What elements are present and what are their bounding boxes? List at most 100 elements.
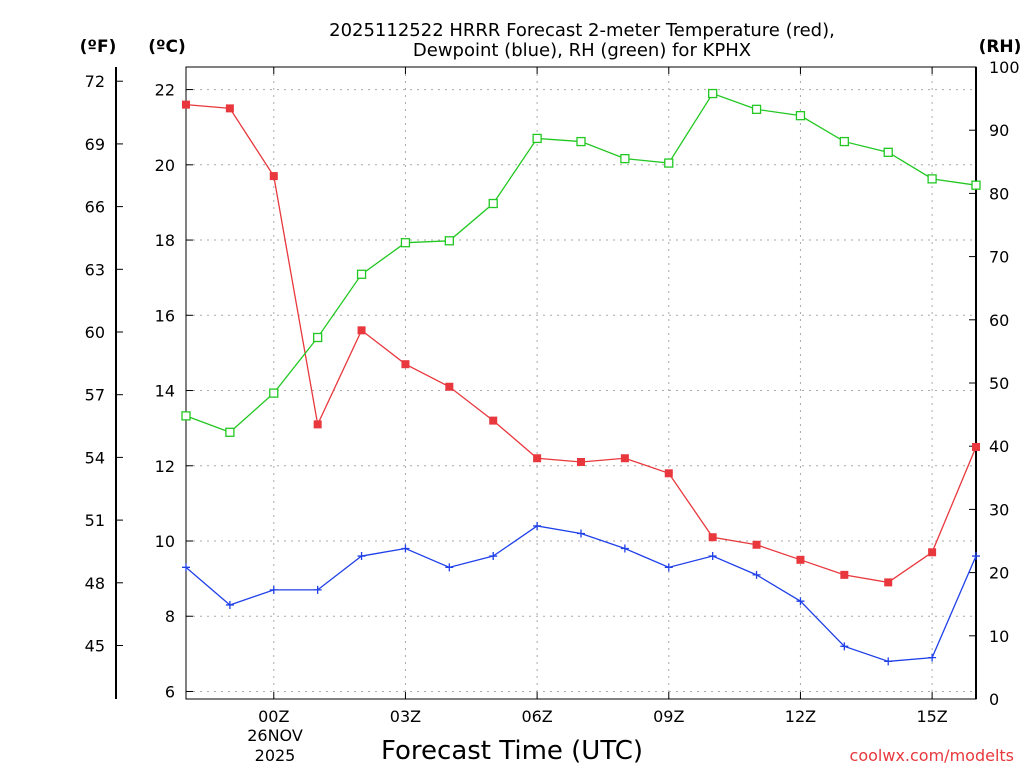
dewpoint-point bbox=[269, 585, 278, 594]
dewpoint-point bbox=[489, 552, 498, 561]
2-meter-temperature-point bbox=[664, 469, 673, 478]
rh-point bbox=[181, 411, 191, 421]
rh-tick-label: 40 bbox=[989, 437, 1009, 456]
2-meter-temperature-point bbox=[928, 548, 937, 557]
celsius-tick-label: 12 bbox=[155, 457, 175, 476]
celsius-tick-label: 16 bbox=[155, 306, 175, 325]
rh-point bbox=[225, 427, 235, 437]
rh-tick-label: 100 bbox=[989, 58, 1020, 77]
chart-title-line-2: Dewpoint (blue), RH (green) for KPHX bbox=[413, 40, 751, 61]
chart-title-line-1: 2025112522 HRRR Forecast 2-meter Tempera… bbox=[329, 20, 835, 41]
series-lines bbox=[185, 92, 977, 663]
fahrenheit-tick-label: 66 bbox=[85, 198, 105, 217]
fahrenheit-tick-label: 54 bbox=[85, 448, 105, 467]
2-meter-temperature-point bbox=[182, 100, 190, 109]
fahrenheit-tick-label: 48 bbox=[85, 574, 105, 593]
rh-point bbox=[971, 180, 981, 190]
celsius-tick-label: 14 bbox=[155, 382, 175, 401]
rh-tick-label: 80 bbox=[989, 184, 1009, 203]
fahrenheit-tick-label: 69 bbox=[85, 135, 105, 154]
rh-point bbox=[532, 133, 542, 144]
x-tick-label: 00Z bbox=[258, 707, 289, 726]
2-meter-temperature-point bbox=[533, 454, 542, 463]
axes bbox=[115, 66, 977, 700]
2-meter-temperature-point bbox=[269, 172, 278, 181]
plot-frame bbox=[185, 66, 977, 700]
rh-point bbox=[269, 388, 279, 398]
fahrenheit-tick-label: 51 bbox=[85, 511, 105, 530]
2-meter-temperature-point bbox=[620, 454, 629, 463]
x-tick-label: 03Z bbox=[390, 707, 421, 726]
fahrenheit-tick-label: 72 bbox=[85, 72, 105, 91]
fahrenheit-tick-label: 57 bbox=[85, 386, 105, 405]
rh-tick-label: 10 bbox=[989, 627, 1009, 646]
dewpoint-point bbox=[840, 642, 849, 651]
source-credit: coolwx.com/modelts bbox=[850, 746, 1014, 765]
x-axis-title: Forecast Time (UTC) bbox=[381, 736, 643, 766]
rh-point bbox=[664, 158, 674, 168]
dewpoint-point bbox=[577, 529, 585, 538]
2-meter-temperature-point bbox=[796, 555, 805, 564]
2-meter-temperature-point bbox=[752, 540, 761, 549]
rh-tick-label: 60 bbox=[989, 311, 1009, 330]
x-tick-label: 06Z bbox=[521, 707, 552, 726]
dewpoint-point bbox=[313, 585, 322, 594]
rh-tick-label: 90 bbox=[989, 121, 1009, 140]
2-meter-temperature-point bbox=[401, 360, 410, 369]
rh-point bbox=[313, 332, 323, 343]
fahrenheit-axis-unit: (ºF) bbox=[80, 37, 117, 57]
x-tick-label: 15Z bbox=[916, 707, 947, 726]
rh-point bbox=[576, 136, 586, 147]
tick-labels: 6 8 10 12 14 16 18 20 22 45 48 51 54 57 60 63 66 69 72 0 10 2… bbox=[85, 58, 1020, 726]
2-meter-temperature-point bbox=[972, 442, 980, 451]
fahrenheit-tick-label: 45 bbox=[85, 636, 105, 655]
rh-tick-label: 50 bbox=[989, 374, 1009, 393]
rh-point bbox=[751, 104, 762, 114]
fahrenheit-tick-label: 60 bbox=[85, 323, 105, 342]
rh-point bbox=[839, 136, 849, 147]
dewpoint-point bbox=[664, 563, 673, 572]
dewpoint-line bbox=[185, 525, 977, 663]
rh-axis-unit: (RH) bbox=[979, 37, 1022, 57]
dewpoint-point bbox=[708, 552, 717, 561]
celsius-tick-label: 10 bbox=[155, 532, 175, 551]
dewpoint-point bbox=[225, 600, 234, 609]
chart-title: 2025112522 HRRR Forecast 2-meter Tempera… bbox=[329, 20, 835, 61]
grid-lines bbox=[186, 67, 976, 699]
rh-point bbox=[444, 236, 454, 246]
celsius-tick-label: 8 bbox=[165, 607, 175, 626]
2-meter-temperature-point bbox=[313, 420, 322, 429]
2-meter-temperature-line bbox=[185, 103, 977, 584]
x-tick-label: 12Z bbox=[785, 707, 816, 726]
dewpoint-point bbox=[445, 563, 454, 572]
rh-point bbox=[708, 88, 718, 99]
dewpoint-point bbox=[182, 563, 190, 572]
fahrenheit-tick-label: 63 bbox=[85, 260, 105, 279]
rh-point bbox=[620, 153, 630, 164]
2-meter-temperature-point bbox=[489, 416, 498, 425]
2-meter-temperature-point bbox=[225, 104, 234, 113]
series-markers bbox=[181, 88, 981, 666]
dewpoint-point bbox=[796, 597, 805, 606]
celsius-tick-label: 18 bbox=[155, 231, 175, 250]
2-meter-temperature-point bbox=[840, 570, 849, 579]
rh-point bbox=[488, 198, 498, 209]
2-meter-temperature-point bbox=[445, 382, 454, 391]
2-meter-temperature-point bbox=[357, 326, 366, 335]
2-meter-temperature-point bbox=[577, 458, 585, 466]
rh-point bbox=[356, 269, 367, 279]
celsius-tick-label: 22 bbox=[155, 81, 175, 100]
dewpoint-point bbox=[357, 552, 366, 561]
celsius-tick-label: 20 bbox=[155, 156, 175, 175]
rh-tick-label: 0 bbox=[989, 690, 999, 709]
rh-point bbox=[883, 147, 893, 157]
dewpoint-point bbox=[972, 552, 980, 561]
rh-point bbox=[927, 174, 937, 184]
rh-tick-label: 70 bbox=[989, 248, 1009, 267]
dewpoint-point bbox=[884, 657, 893, 666]
dewpoint-point bbox=[620, 544, 629, 553]
dewpoint-point bbox=[533, 521, 542, 530]
dewpoint-point bbox=[928, 653, 937, 662]
rh-tick-label: 20 bbox=[989, 564, 1009, 583]
